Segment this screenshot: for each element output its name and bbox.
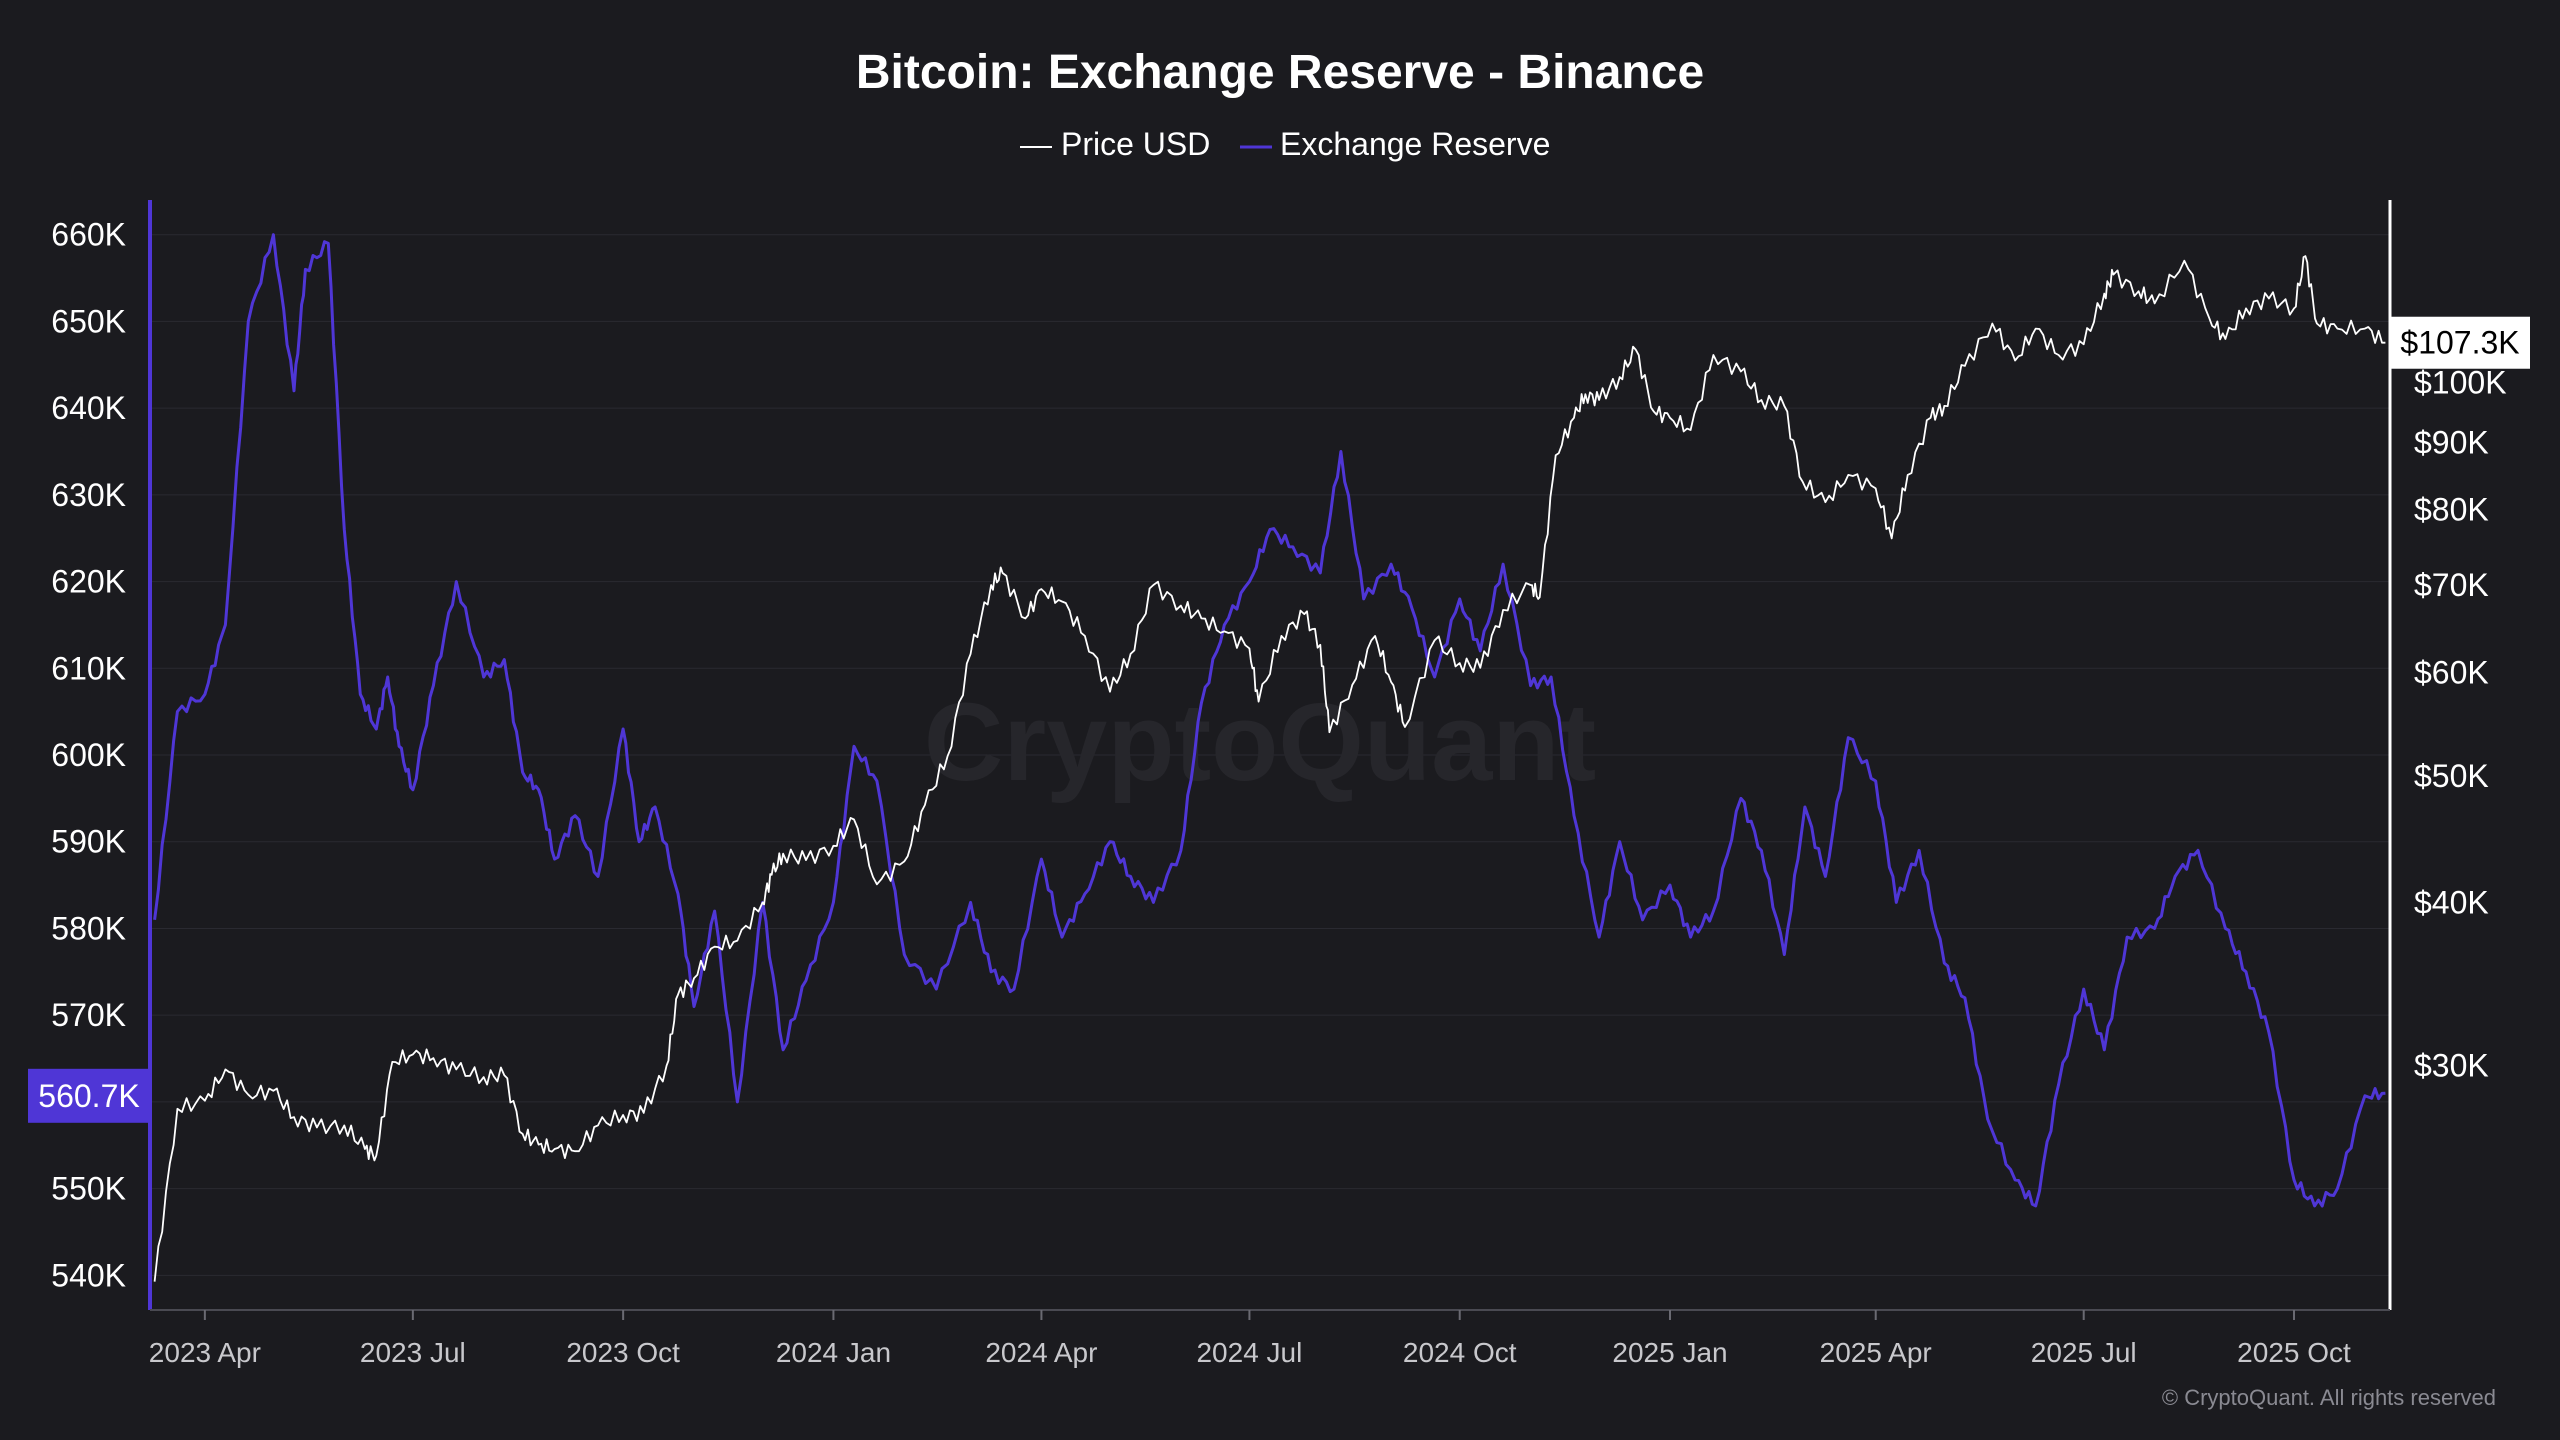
- left-axis-ticks: 540K 550K 570K 580K 590K 600K 610K 620K 630K 640K…: [51, 217, 126, 1294]
- x-tick-label-9: 2025 Jul: [2031, 1337, 2137, 1368]
- left-tick-label-12: 660K: [51, 217, 126, 253]
- x-tick-label-8: 2025 Apr: [1820, 1337, 1932, 1368]
- left-current-value-badge: 560.7K: [28, 1068, 150, 1123]
- x-tick-label-5: 2024 Jul: [1196, 1337, 1302, 1368]
- x-tick-label-6: 2024 Oct: [1403, 1337, 1517, 1368]
- series-line-exchange-reserve: [153, 233, 2386, 1208]
- legend: Price USD Exchange Reserve: [1020, 126, 1550, 162]
- left-tick-label-10: 640K: [51, 390, 126, 426]
- right-axis-ticks: $30K $40K $50K $60K $70K $80K $90K $100K: [2414, 365, 2507, 1084]
- right-current-badge-box: [2390, 316, 2530, 369]
- left-tick-label-3: 570K: [51, 997, 126, 1033]
- right-tick-label-4: $70K: [2414, 567, 2489, 603]
- series-layer: [153, 233, 2386, 1282]
- series-line-price-usd: [153, 255, 2386, 1282]
- left-tick-label-7: 610K: [51, 650, 126, 686]
- right-current-value-badge: $107.3K: [2390, 316, 2530, 369]
- chart-title: Bitcoin: Exchange Reserve - Binance: [856, 46, 1704, 99]
- right-tick-label-7: $100K: [2414, 365, 2507, 401]
- left-tick-label-5: 590K: [51, 824, 126, 860]
- left-tick-label-0: 540K: [51, 1257, 126, 1293]
- x-axis-ticks: 2023 Apr 2023 Jul 2023 Oct 2024 Jan 2024 Apr…: [149, 1310, 2351, 1368]
- axes: [148, 200, 2392, 1311]
- copyright: © CryptoQuant. All rights reserved: [2162, 1385, 2496, 1410]
- right-tick-label-0: $30K: [2414, 1048, 2489, 1084]
- x-tick-label-2: 2023 Oct: [566, 1337, 680, 1368]
- left-tick-label-6: 600K: [51, 737, 126, 773]
- right-tick-label-2: $50K: [2414, 758, 2489, 794]
- right-tick-label-3: $60K: [2414, 654, 2489, 690]
- left-tick-label-1: 550K: [51, 1171, 126, 1207]
- x-tick-label-0: 2023 Apr: [149, 1337, 261, 1368]
- x-tick-label-3: 2024 Jan: [776, 1337, 891, 1368]
- right-current-value: $107.3K: [2400, 325, 2519, 361]
- right-tick-label-6: $90K: [2414, 424, 2489, 460]
- legend-label-reserve: Exchange Reserve: [1280, 126, 1550, 162]
- watermark: CryptoQuant: [924, 681, 1596, 804]
- left-tick-label-11: 650K: [51, 303, 126, 339]
- left-tick-label-4: 580K: [51, 910, 126, 946]
- x-tick-label-4: 2024 Apr: [985, 1337, 1097, 1368]
- legend-label-price: Price USD: [1061, 126, 1210, 162]
- x-tick-label-1: 2023 Jul: [360, 1337, 466, 1368]
- right-tick-label-1: $40K: [2414, 884, 2489, 920]
- x-tick-label-10: 2025 Oct: [2237, 1337, 2351, 1368]
- left-tick-label-9: 630K: [51, 477, 126, 513]
- grid-lines: [150, 234, 2390, 1276]
- left-current-badge-box: [28, 1068, 150, 1123]
- left-tick-label-8: 620K: [51, 564, 126, 600]
- right-tick-label-5: $80K: [2414, 491, 2489, 527]
- left-current-value: 560.7K: [38, 1078, 139, 1114]
- x-tick-label-7: 2025 Jan: [1612, 1337, 1727, 1368]
